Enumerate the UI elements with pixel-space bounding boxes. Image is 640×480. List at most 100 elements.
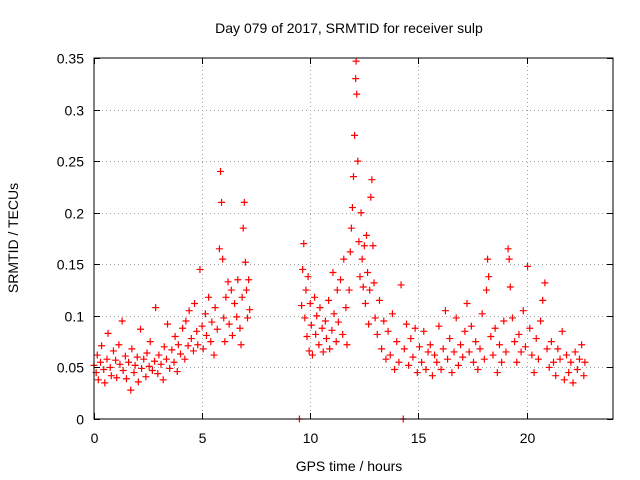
data-point <box>354 157 362 165</box>
data-point <box>393 338 401 346</box>
data-point <box>215 245 223 253</box>
data-point <box>386 351 394 359</box>
data-point <box>552 372 560 380</box>
y-tick-label: 0 <box>76 412 84 428</box>
data-point <box>104 329 112 337</box>
data-point <box>556 355 564 363</box>
data-point <box>454 361 462 369</box>
data-point <box>581 358 589 366</box>
data-point <box>202 331 210 339</box>
data-point <box>242 286 250 294</box>
data-point <box>474 365 482 373</box>
data-point <box>400 345 408 353</box>
data-point <box>450 348 458 356</box>
data-point <box>472 338 480 346</box>
data-point <box>569 379 577 387</box>
data-point <box>118 317 126 325</box>
data-point <box>127 386 135 394</box>
data-point <box>565 369 573 377</box>
data-point <box>160 343 168 351</box>
data-point <box>103 355 111 363</box>
data-point <box>325 296 333 304</box>
data-point <box>517 348 525 356</box>
data-point <box>194 341 202 349</box>
data-point <box>461 327 469 335</box>
data-point <box>521 343 529 351</box>
data-point <box>498 358 506 366</box>
data-point <box>343 341 351 349</box>
data-point <box>168 346 176 354</box>
data-point <box>233 313 241 321</box>
data-point <box>138 364 146 372</box>
data-point <box>356 273 364 281</box>
data-point <box>187 335 195 343</box>
data-point <box>131 361 139 369</box>
data-point <box>173 368 181 376</box>
data-point <box>346 248 354 256</box>
y-tick-label: 0.15 <box>57 257 84 273</box>
data-point <box>164 320 172 328</box>
data-point <box>198 322 206 330</box>
data-point <box>362 231 370 239</box>
data-point <box>208 318 216 326</box>
data-point <box>244 314 252 322</box>
data-point <box>315 341 323 349</box>
y-tick-labels: 0 0.05 0.1 0.15 0.2 0.25 0.3 0.35 <box>57 51 84 428</box>
y-tick-label: 0.25 <box>57 154 84 170</box>
data-point <box>305 347 313 355</box>
data-point <box>359 283 367 291</box>
data-point <box>179 324 187 332</box>
data-point <box>495 341 503 349</box>
data-point <box>402 320 410 328</box>
data-point <box>352 57 360 65</box>
x-tick-label: 10 <box>303 430 319 446</box>
data-point <box>508 314 516 322</box>
data-point <box>106 363 114 371</box>
data-point <box>193 327 201 335</box>
data-point <box>426 341 434 349</box>
data-point <box>113 374 121 382</box>
data-point <box>413 369 421 377</box>
data-point <box>526 324 534 332</box>
data-point <box>300 240 308 248</box>
data-point <box>213 325 221 333</box>
data-point <box>563 351 571 359</box>
data-point <box>220 314 228 322</box>
data-point <box>378 345 386 353</box>
data-point <box>140 355 148 363</box>
data-point <box>397 281 405 289</box>
y-axis-label: SRMTID / TECUs <box>5 183 21 293</box>
data-point <box>380 317 388 325</box>
data-point <box>246 306 254 314</box>
data-point <box>350 173 357 181</box>
data-point <box>382 355 390 363</box>
data-point <box>500 317 508 325</box>
data-point <box>446 335 454 343</box>
data-point <box>184 342 192 350</box>
data-point <box>133 353 141 361</box>
data-point <box>191 299 199 307</box>
data-point <box>237 341 245 349</box>
data-point <box>340 255 348 263</box>
data-point <box>543 345 551 353</box>
data-point <box>96 358 104 366</box>
data-point <box>420 327 428 335</box>
data-point <box>182 317 190 325</box>
data-point <box>322 335 330 343</box>
data-point <box>352 75 360 83</box>
data-point <box>395 358 403 366</box>
data-point <box>467 322 475 330</box>
plot-border <box>93 57 614 420</box>
data-point <box>439 345 447 353</box>
data-point <box>415 343 423 351</box>
data-point <box>121 352 129 360</box>
data-point <box>459 353 467 361</box>
data-point <box>162 355 170 363</box>
data-point <box>441 307 449 315</box>
data-point <box>489 351 497 359</box>
data-point <box>155 351 163 359</box>
data-point <box>348 204 356 212</box>
data-point <box>448 369 456 377</box>
data-point <box>364 269 372 277</box>
